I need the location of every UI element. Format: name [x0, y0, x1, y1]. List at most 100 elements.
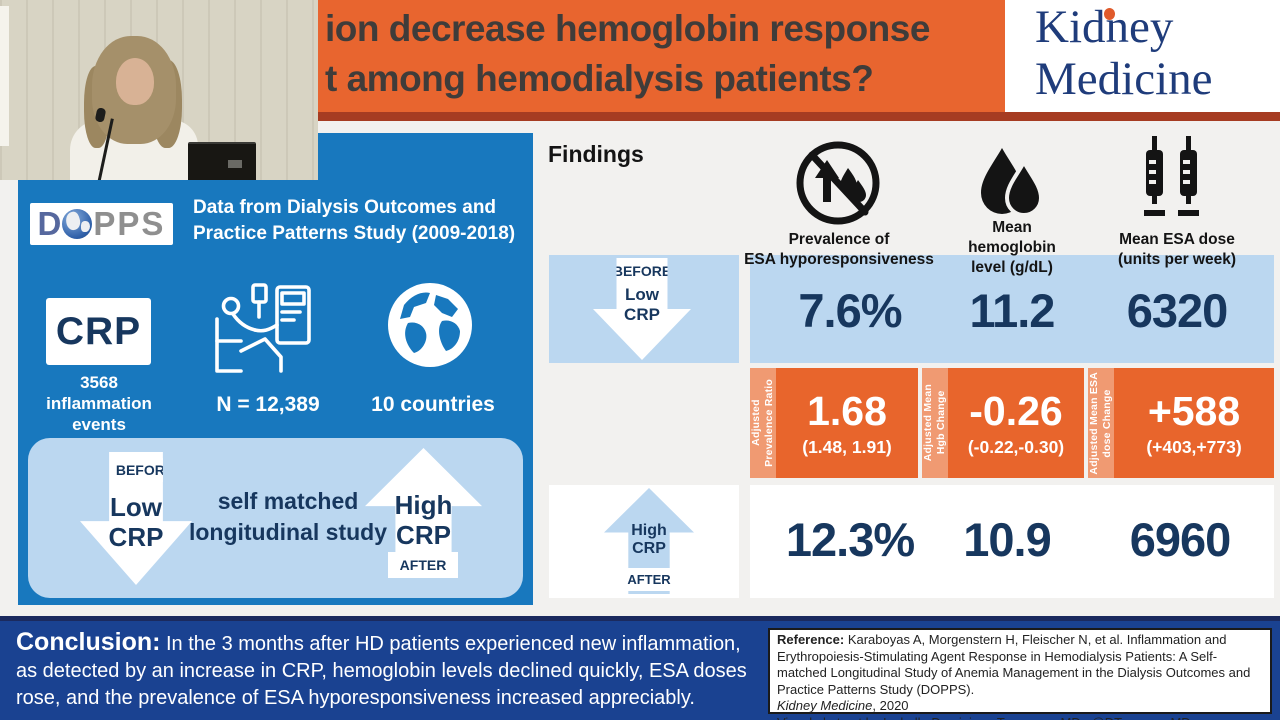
findings-title: Findings [548, 141, 644, 167]
journal-name-line2: Medicine [1035, 53, 1213, 105]
conclusion-paragraph: Conclusion: In the 3 months after HD pat… [16, 629, 754, 712]
presenter-webcam [0, 0, 318, 180]
data-source-label: Data from Dialysis Outcomes and Practice… [193, 195, 533, 247]
esa-hyporesponsiveness-icon [796, 141, 880, 225]
crp-word: CRP [108, 522, 164, 552]
crp-word2: CRP [396, 520, 451, 550]
conclusion-bar: Conclusion: In the 3 months after HD pat… [0, 616, 1280, 720]
adj2-ci: (-0.22,-0.30) [967, 436, 1065, 457]
laptop-logo-icon [228, 160, 242, 168]
value-after-hgb: 10.9 [963, 513, 1051, 566]
events-word2: events [72, 415, 126, 434]
data-source-line1: Data from Dialysis Outcomes and [193, 197, 497, 218]
presenter-face [116, 58, 154, 105]
low-crp-small-label: Low CRP [593, 285, 691, 325]
column-label-hemoglobin: Mean hemoglobin level (g/dL) [952, 218, 1072, 278]
low-crp-down-arrow-icon: BEFORE Low CRP [80, 452, 192, 585]
journal-name-line1: Kidney [1035, 1, 1174, 53]
value-before-hgb: 11.2 [969, 284, 1056, 337]
before-badge-small: BEFORE [612, 263, 672, 279]
adjusted-esa-strip: Adjusted Mean ESA dose Change [1088, 368, 1114, 478]
adjusted-hgb-cell: -0.26 (-0.22,-0.30) [948, 368, 1084, 478]
slide-title-line2: t among hemodialysis patients? [325, 58, 874, 99]
adj2-side1: Adjusted Mean [922, 384, 934, 462]
banner-underline [0, 112, 1280, 121]
adj1-side1: Adjusted [750, 399, 762, 447]
esa-dose-syringes-icon [1144, 136, 1199, 216]
adj2-side2: Hgb Change [935, 391, 947, 455]
low-crp-label: Low CRP [80, 492, 192, 552]
col2-line2: hemoglobin [968, 239, 1056, 256]
column-label-esa-dose: Mean ESA dose (units per week) [1102, 230, 1252, 270]
after-values-box [750, 485, 1274, 598]
value-after-esa: 6960 [1129, 513, 1232, 566]
study-design-label: self matched longitudinal study [183, 486, 393, 548]
col3-line2: (units per week) [1118, 251, 1236, 268]
adj1-ci: (1.48, 1.91) [802, 436, 892, 457]
data-source-line2: Practice Patterns Study (2009-2018) [193, 223, 516, 244]
adjusted-esa-cell: +588 (+403,+773) [1114, 368, 1274, 478]
reference-box: Reference: Karaboyas A, Morgenstern H, F… [768, 628, 1272, 720]
reference-label: Reference: [777, 632, 845, 647]
world-globe-icon [388, 283, 472, 367]
wall-edge-strip [0, 6, 9, 146]
reference-journal: Kidney Medicine [777, 698, 873, 713]
design-line1: self matched [217, 488, 359, 514]
adj3-value: +588 [1147, 387, 1241, 434]
slide-title: ion decrease hemoglobin response t among… [325, 4, 930, 104]
logo-orange-dot-icon [1104, 8, 1115, 20]
design-line2: longitudinal study [188, 519, 388, 545]
col2-line3: level (g/dL) [971, 259, 1053, 276]
col3-line1: Mean ESA dose [1119, 231, 1235, 248]
before-values-box [750, 255, 1274, 363]
laptop [188, 142, 256, 180]
after-badge-small: AFTER [612, 568, 686, 591]
adj3-side1: Adjusted Mean ESA [1088, 371, 1100, 475]
value-after-prevalence: 12.3% [785, 513, 915, 566]
crp-badge: CRP [46, 298, 151, 365]
high-crp-small-label: High CRP [604, 522, 694, 558]
slide-title-line1: ion decrease hemoglobin response [325, 8, 930, 49]
adj3-ci: (+403,+773) [1146, 436, 1242, 457]
countries-label: 10 countries [371, 393, 495, 416]
after-badge: AFTER [388, 552, 458, 578]
dopps-logo: D PPS [30, 203, 173, 245]
hemoglobin-drops-icon [981, 148, 1044, 217]
adj3-side2: dose Change [1101, 388, 1113, 458]
adj1-side2: Prevalence Ratio [763, 379, 775, 467]
crp-sm: CRP [624, 305, 660, 324]
adjusted-prevalence-strip: Adjusted Prevalence Ratio [750, 368, 776, 478]
adj1-value: 1.68 [807, 387, 887, 434]
dopps-letter-d: D [37, 205, 62, 242]
low-sm: Low [625, 285, 659, 304]
high-sm: High [631, 522, 667, 539]
conclusion-body: In the 3 months after HD patients experi… [16, 633, 747, 709]
reference-journal-line: Kidney Medicine, 2020 [777, 698, 1263, 715]
crp-sm2: CRP [632, 540, 666, 557]
journal-logo: Kidney Medicine [1005, 0, 1280, 112]
col1-line2: ESA hyporesponsiveness [744, 251, 934, 268]
reference-credit: Visual abstract by Isabelle Dominique To… [777, 715, 1263, 720]
value-before-esa: 6320 [1126, 284, 1229, 337]
low-word: Low [110, 492, 162, 522]
column-label-prevalence: Prevalence of ESA hyporesponsiveness [743, 230, 935, 270]
events-word1: inflammation [46, 394, 152, 413]
col1-line1: Prevalence of [788, 231, 890, 248]
before-badge: BEFORE [113, 458, 177, 482]
reference-year: , 2020 [872, 698, 909, 713]
adjusted-prevalence-cell: 1.68 (1.48, 1.91) [776, 368, 918, 478]
high-crp-label: High CRP [365, 490, 482, 550]
sample-size-label: N = 12,389 [216, 393, 320, 416]
adjusted-hgb-strip: Adjusted Mean Hgb Change [922, 368, 948, 478]
events-count: 3568 [80, 373, 118, 392]
dialysis-patient-icon [215, 283, 311, 373]
dopps-letters-pps: PPS [93, 205, 166, 242]
value-before-prevalence: 7.6% [798, 284, 902, 337]
col2-line1: Mean [992, 219, 1032, 236]
crp-label: CRP [55, 309, 142, 353]
study-panel: D PPS Data from Dialysis Outcomes and Pr… [18, 133, 533, 605]
inflammation-events-label: 3568 inflammation events [20, 372, 178, 435]
study-design-box: BEFORE Low CRP self matched longitudinal… [28, 438, 523, 598]
dopps-globe-icon [62, 209, 93, 239]
